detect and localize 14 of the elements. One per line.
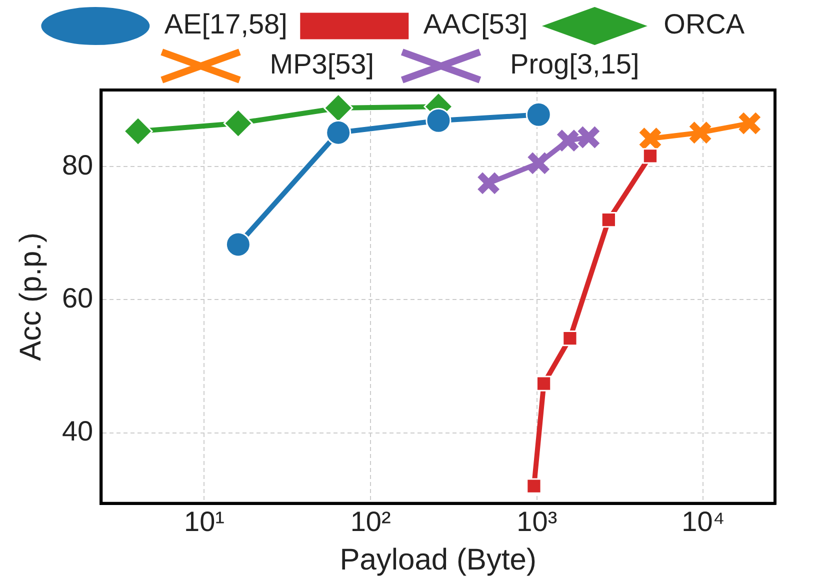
- y-axis-title: Acc (p.p.): [14, 232, 48, 361]
- x-tick-label: 10²: [350, 506, 391, 537]
- y-tick-label: 60: [62, 282, 94, 314]
- legend-label: ORCA: [664, 8, 745, 40]
- x-axis-title: Payload (Byte): [340, 543, 536, 576]
- y-tick-label: 40: [62, 416, 94, 447]
- y-tick-label: 80: [62, 149, 94, 180]
- legend-label: AAC[53]: [423, 8, 528, 40]
- legend-label: AE[17,58]: [164, 8, 288, 40]
- x-tick-label: 10⁴: [682, 506, 725, 537]
- x-tick-label: 10¹: [184, 506, 224, 537]
- x-tick-label: 10³: [516, 506, 558, 537]
- legend-label: MP3[53]: [270, 48, 374, 80]
- legend-label: Prog[3,15]: [510, 48, 640, 80]
